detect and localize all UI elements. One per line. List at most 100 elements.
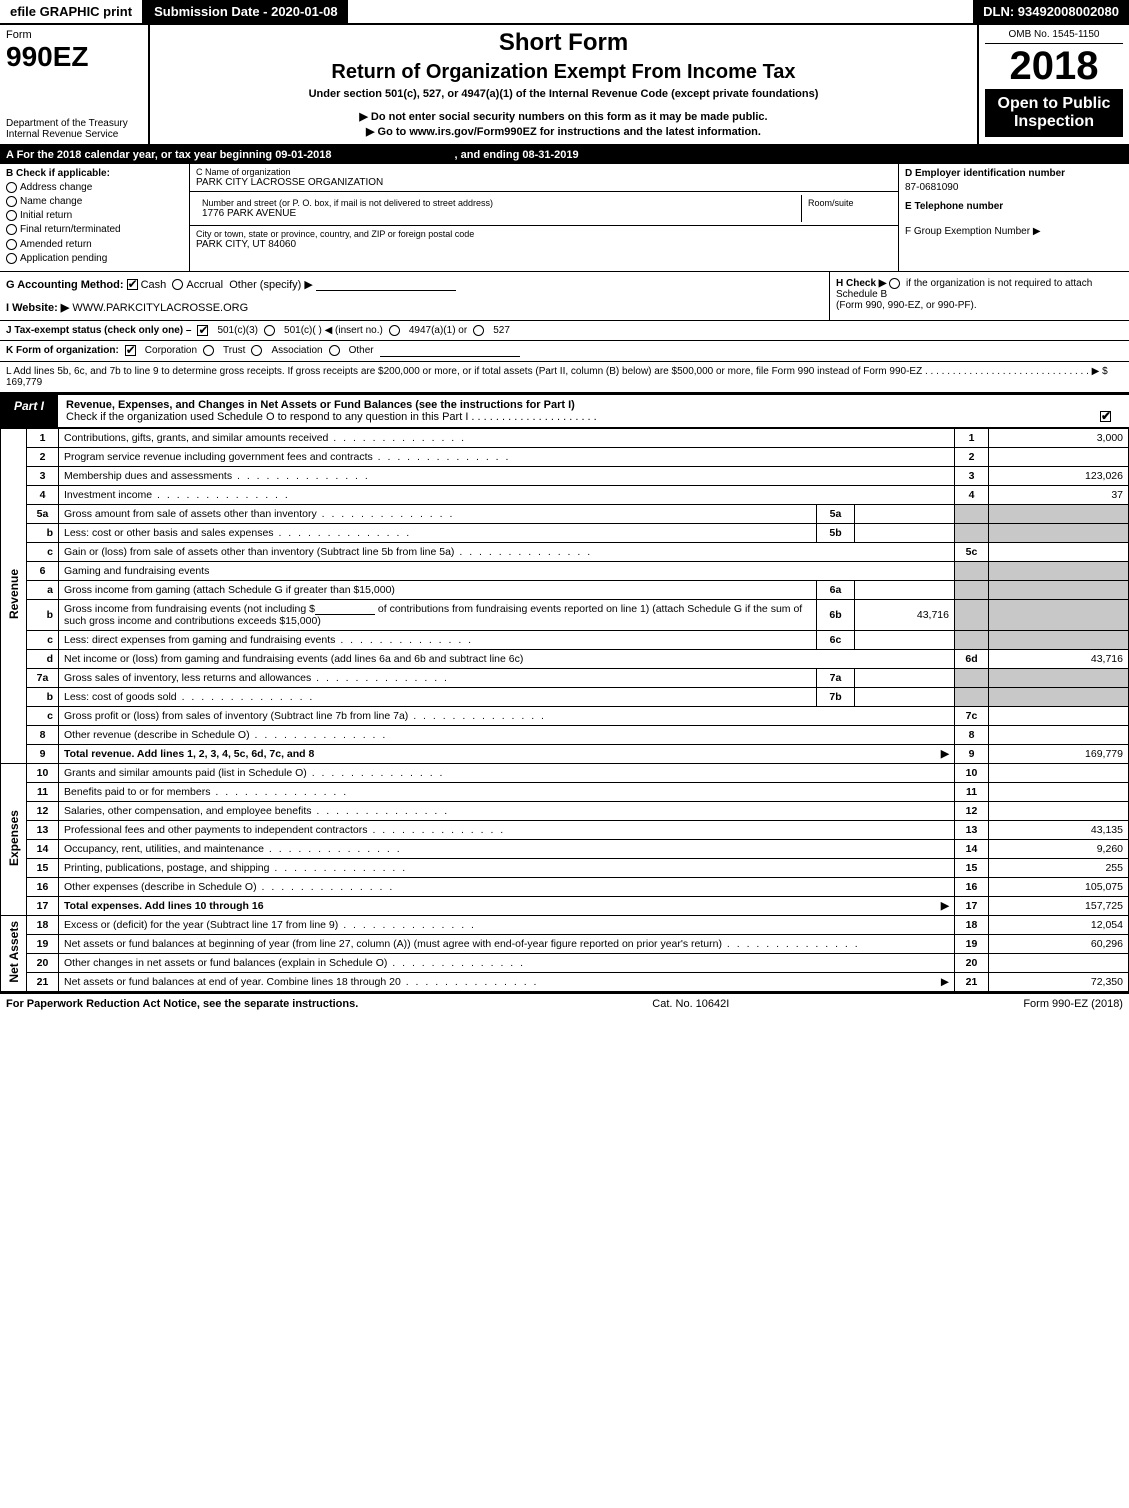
line-14-amt: 9,260: [989, 839, 1129, 858]
line-16-no: 16: [27, 877, 59, 896]
line-1-amt: 3,000: [989, 428, 1129, 447]
period-strip: A For the 2018 calendar year, or tax yea…: [0, 146, 1129, 164]
line-7b-no: b: [27, 687, 59, 706]
line-6c-greyamt: [989, 630, 1129, 649]
line-5a-sub: 5a: [817, 504, 855, 523]
line-12-amt: [989, 801, 1129, 820]
label-amended: Amended return: [20, 239, 92, 250]
line-5b-no: b: [27, 523, 59, 542]
line-6c-grey: [955, 630, 989, 649]
city-value: PARK CITY, UT 84060: [196, 239, 892, 250]
checkbox-trust[interactable]: [203, 345, 214, 356]
line-8-no: 8: [27, 725, 59, 744]
top-bar: efile GRAPHIC print Submission Date - 20…: [0, 0, 1129, 25]
website-value[interactable]: WWW.PARKCITYLACROSSE.ORG: [72, 302, 248, 314]
line-21-desc: Net assets or fund balances at end of ye…: [64, 976, 538, 988]
line-19-num: 19: [955, 934, 989, 953]
city-label: City or town, state or province, country…: [196, 229, 892, 239]
line-10-desc: Grants and similar amounts paid (list in…: [64, 767, 444, 779]
website-label: I Website: ▶: [6, 302, 69, 314]
line-21-amt: 72,350: [989, 972, 1129, 991]
tax-year: 2018: [985, 44, 1123, 89]
line-5b-grey: [955, 523, 989, 542]
line-7c-desc: Gross profit or (loss) from sales of inv…: [64, 710, 546, 722]
label-address-change: Address change: [20, 182, 92, 193]
efile-print[interactable]: efile GRAPHIC print: [0, 0, 144, 23]
label-cash: Cash: [141, 279, 167, 291]
line-6-greyamt: [989, 561, 1129, 580]
line-5a-subval: [855, 504, 955, 523]
checkbox-527[interactable]: [473, 325, 484, 336]
footer-center: Cat. No. 10642I: [652, 998, 729, 1010]
net-assets-section-label: Net Assets: [1, 915, 27, 991]
line-15-num: 15: [955, 858, 989, 877]
part1-tab: Part I: [0, 395, 58, 427]
row-j: J Tax-exempt status (check only one) – 5…: [0, 321, 1129, 341]
line-6c-subval: [855, 630, 955, 649]
dept-treasury: Department of the Treasury: [6, 118, 142, 129]
other-method-input[interactable]: [316, 279, 456, 291]
checkbox-initial-return[interactable]: [6, 210, 17, 221]
line-15-desc: Printing, publications, postage, and shi…: [64, 862, 407, 874]
line-9-no: 9: [27, 744, 59, 763]
checkbox-amended[interactable]: [6, 239, 17, 250]
line-1-desc: Contributions, gifts, grants, and simila…: [64, 432, 466, 444]
line-2-num: 2: [955, 447, 989, 466]
label-final-return: Final return/terminated: [20, 225, 121, 236]
checkbox-cash[interactable]: [127, 279, 138, 290]
checkbox-h[interactable]: [889, 278, 900, 289]
line-7c-no: c: [27, 706, 59, 725]
checkbox-accrual[interactable]: [172, 279, 183, 290]
checkbox-association[interactable]: [251, 345, 262, 356]
label-accrual: Accrual: [186, 279, 223, 291]
label-527: 527: [493, 325, 510, 336]
line-19-desc: Net assets or fund balances at beginning…: [64, 938, 860, 950]
section-b-heading: B Check if applicable:: [6, 168, 183, 179]
line-6d-num: 6d: [955, 649, 989, 668]
line-6b-no: b: [27, 599, 59, 630]
checkbox-other-org[interactable]: [329, 345, 340, 356]
irs-label: Internal Revenue Service: [6, 129, 142, 140]
line-21-no: 21: [27, 972, 59, 991]
checkbox-501c3[interactable]: [197, 325, 208, 336]
line-16-desc: Other expenses (describe in Schedule O): [64, 881, 394, 893]
line-6a-subval: [855, 580, 955, 599]
line-20-desc: Other changes in net assets or fund bala…: [64, 957, 525, 969]
line-6b-sub: 6b: [817, 599, 855, 630]
line-6a-no: a: [27, 580, 59, 599]
part1-schedule-o-checkbox[interactable]: [1100, 411, 1111, 422]
checkbox-address-change[interactable]: [6, 182, 17, 193]
line-3-desc: Membership dues and assessments: [64, 470, 370, 482]
header-subtitle: Under section 501(c), 527, or 4947(a)(1)…: [156, 88, 971, 100]
line-7b-desc: Less: cost of goods sold: [64, 691, 314, 703]
line-7a-grey: [955, 668, 989, 687]
line-18-num: 18: [955, 915, 989, 934]
line-6-desc: Gaming and fundraising events: [59, 561, 955, 580]
line-5c-no: c: [27, 542, 59, 561]
h-text-2: (Form 990, 990-EZ, or 990-PF).: [836, 300, 977, 311]
goto-link[interactable]: ▶ Go to www.irs.gov/Form990EZ for instru…: [156, 125, 971, 138]
line-7a-greyamt: [989, 668, 1129, 687]
line-5a-desc: Gross amount from sale of assets other t…: [64, 508, 454, 520]
line-7a-sub: 7a: [817, 668, 855, 687]
checkbox-name-change[interactable]: [6, 196, 17, 207]
org-info-block: B Check if applicable: Address change Na…: [0, 164, 1129, 272]
line-7b-sub: 7b: [817, 687, 855, 706]
page-footer: For Paperwork Reduction Act Notice, see …: [0, 992, 1129, 1014]
checkbox-corporation[interactable]: [125, 345, 136, 356]
line-6c-sub: 6c: [817, 630, 855, 649]
line-8-num: 8: [955, 725, 989, 744]
checkbox-501c[interactable]: [264, 325, 275, 336]
checkbox-final-return[interactable]: [6, 224, 17, 235]
line-13-amt: 43,135: [989, 820, 1129, 839]
checkbox-pending[interactable]: [6, 253, 17, 264]
line-7b-subval: [855, 687, 955, 706]
other-org-input[interactable]: [380, 345, 520, 357]
checkbox-4947[interactable]: [389, 325, 400, 336]
label-initial-return: Initial return: [20, 210, 72, 221]
line-17-no: 17: [27, 896, 59, 915]
line-5b-desc: Less: cost or other basis and sales expe…: [64, 527, 411, 539]
line-15-amt: 255: [989, 858, 1129, 877]
org-name: PARK CITY LACROSSE ORGANIZATION: [196, 177, 892, 188]
row-l: L Add lines 5b, 6c, and 7b to line 9 to …: [0, 362, 1129, 393]
